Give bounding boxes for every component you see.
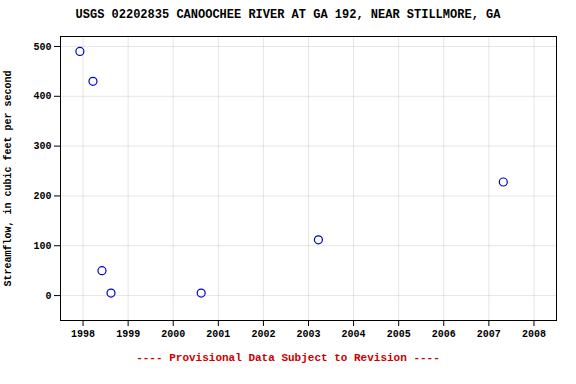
svg-text:300: 300 [33, 141, 51, 152]
svg-text:2003: 2003 [296, 329, 320, 340]
svg-text:2006: 2006 [432, 329, 456, 340]
svg-text:Streamflow, in cubic feet per: Streamflow, in cubic feet per second [3, 70, 14, 286]
html-text:---- Provisional Data Subject: ---- Provisional Data Subject to Revisio… [136, 352, 440, 364]
svg-text:1999: 1999 [116, 329, 140, 340]
svg-text:2004: 2004 [342, 329, 366, 340]
svg-text:2008: 2008 [522, 329, 546, 340]
svg-text:2005: 2005 [387, 329, 411, 340]
svg-text:0: 0 [45, 291, 51, 302]
svg-text:2001: 2001 [206, 329, 230, 340]
svg-text:2002: 2002 [251, 329, 275, 340]
svg-text:200: 200 [33, 191, 51, 202]
svg-text:1998: 1998 [71, 329, 95, 340]
svg-text:2007: 2007 [477, 329, 501, 340]
svg-text:100: 100 [33, 241, 51, 252]
svg-text:400: 400 [33, 91, 51, 102]
html-text:USGS 02202835 CANOOCHEE RIVER: USGS 02202835 CANOOCHEE RIVER AT GA 192,… [75, 8, 501, 22]
svg-text:500: 500 [33, 42, 51, 53]
svg-text:2000: 2000 [161, 329, 185, 340]
